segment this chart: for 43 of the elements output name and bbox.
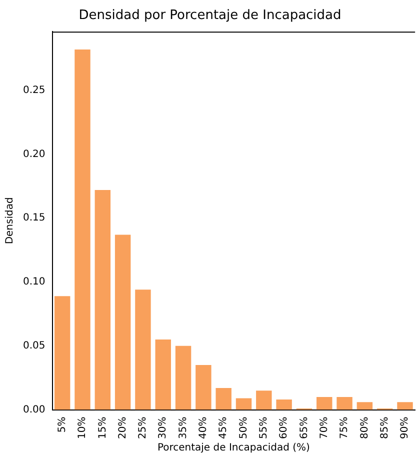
x-tick-label: 25% <box>138 416 149 440</box>
x-tick-label: 60% <box>278 416 290 440</box>
x-tick-label: 55% <box>258 416 270 440</box>
x-tick-label: 40% <box>198 416 210 440</box>
y-tick-label: 0.05 <box>23 340 46 352</box>
x-tick-label: 10% <box>77 416 88 440</box>
x-tick-label: 85% <box>379 416 390 440</box>
x-tick-label: 80% <box>359 416 370 440</box>
x-axis-title: Porcentaje de Incapacidad (%) <box>157 442 310 454</box>
x-tick-label: 30% <box>158 416 169 440</box>
bar <box>94 190 111 410</box>
chart-title: Densidad por Porcentaje de Incapacidad <box>78 8 342 24</box>
x-tick-label: 45% <box>218 416 230 440</box>
bar <box>316 397 332 410</box>
x-tick-label: 20% <box>117 416 128 440</box>
bar <box>175 346 192 410</box>
y-tick-label: 0.10 <box>23 276 46 288</box>
y-tick-label: 0.15 <box>23 212 46 224</box>
y-tick-label: 0.20 <box>23 148 46 160</box>
bar <box>114 234 131 410</box>
bar <box>397 402 413 410</box>
bar <box>336 397 352 410</box>
x-tick-label: 75% <box>339 416 350 440</box>
y-tick-label: 0.25 <box>23 84 46 96</box>
x-tick-label: 70% <box>318 416 330 440</box>
bar <box>54 296 70 410</box>
x-tick-label: 35% <box>178 416 189 440</box>
x-tick-label: 5% <box>56 416 68 433</box>
bar <box>256 390 272 410</box>
bar <box>155 340 171 410</box>
bar <box>135 290 151 410</box>
x-tick-label: 15% <box>97 416 108 440</box>
bar <box>356 402 373 410</box>
y-axis-title: Densidad <box>4 197 16 244</box>
x-tick-label: 65% <box>298 416 310 440</box>
x-tick-label: 90% <box>400 416 411 440</box>
bar <box>276 400 292 410</box>
bar <box>236 398 252 410</box>
bar <box>74 49 90 410</box>
bar <box>196 365 212 410</box>
x-tick-label: 50% <box>238 416 250 440</box>
bar <box>216 388 232 410</box>
y-tick-label: 0.00 <box>23 404 46 416</box>
